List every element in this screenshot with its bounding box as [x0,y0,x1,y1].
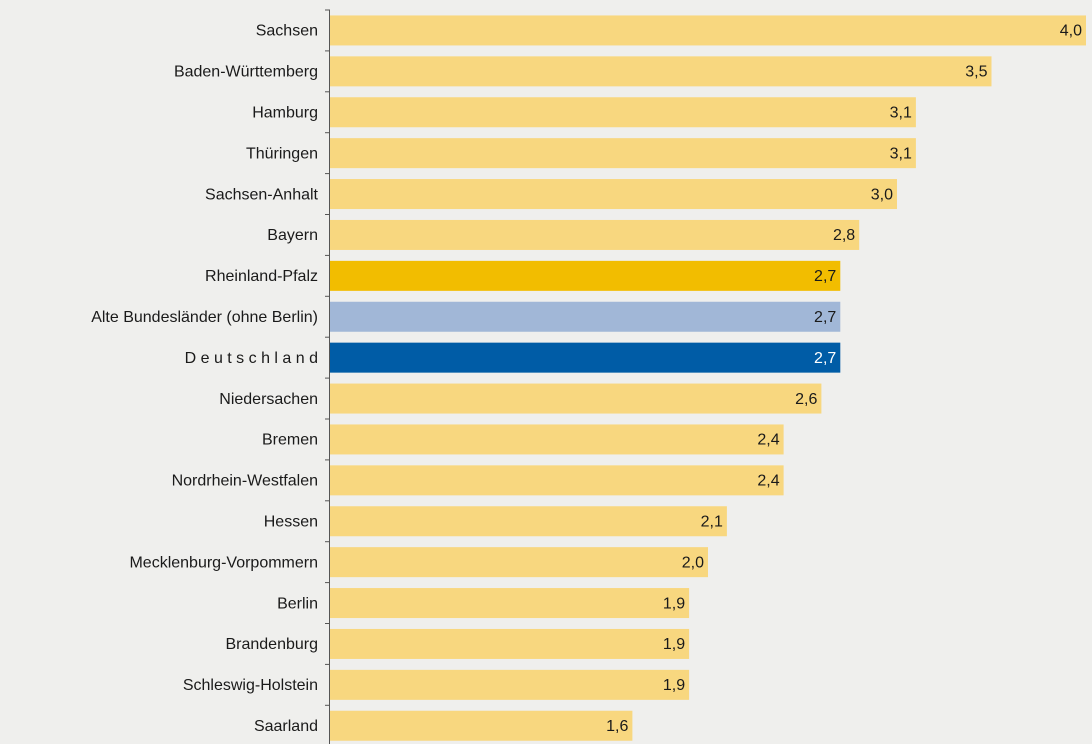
value-label: 4,0 [1060,23,1082,40]
value-label: 2,4 [757,432,779,449]
category-label: Hamburg [252,104,318,121]
value-label: 2,7 [814,309,836,326]
category-label: Rheinland-Pfalz [205,268,318,285]
value-label: 2,6 [795,391,817,408]
bar [330,260,841,291]
value-label: 3,1 [890,145,912,162]
value-label: 2,1 [701,513,723,530]
category-label: Niedersachen [219,391,318,408]
category-label: Hessen [264,513,318,530]
category-label: Bayern [267,227,318,244]
bar [330,465,784,496]
category-label: Saarland [254,718,318,735]
value-label: 1,9 [663,677,685,694]
value-label: 3,1 [890,104,912,121]
bar [330,669,690,700]
bar [330,97,916,128]
bar [330,179,897,210]
value-label: 1,6 [606,718,628,735]
category-label: Baden-Württemberg [174,64,318,81]
value-label: 3,0 [871,186,893,203]
bar [330,588,690,619]
bar [330,383,822,414]
category-label: Berlin [277,595,318,612]
bar [330,342,841,373]
bar [330,219,860,250]
category-label: Mecklenburg-Vorpommern [129,554,318,571]
value-label: 1,9 [663,595,685,612]
bar [330,138,916,169]
category-label: Thüringen [246,145,318,162]
value-label: 3,5 [965,64,987,81]
value-label: 2,7 [814,268,836,285]
category-label: Schleswig-Holstein [183,677,318,694]
category-label: D e u t s c h l a n d [185,350,318,367]
bar [330,301,841,332]
bar [330,628,690,659]
bar [330,15,1086,46]
value-label: 2,7 [814,350,836,367]
value-label: 2,4 [757,473,779,490]
category-label: Bremen [262,432,318,449]
category-label: Nordrhein-Westfalen [172,473,318,490]
bar [330,547,708,578]
bar [330,424,784,455]
bar [330,506,727,537]
category-label: Brandenburg [225,636,318,653]
category-label: Sachsen-Anhalt [205,186,319,203]
value-label: 2,0 [682,554,704,571]
value-label: 2,8 [833,227,855,244]
category-label: Alte Bundesländer (ohne Berlin) [91,309,318,326]
category-label: Sachsen [256,23,318,40]
bar [330,710,633,741]
bar [330,56,992,87]
value-label: 1,9 [663,636,685,653]
